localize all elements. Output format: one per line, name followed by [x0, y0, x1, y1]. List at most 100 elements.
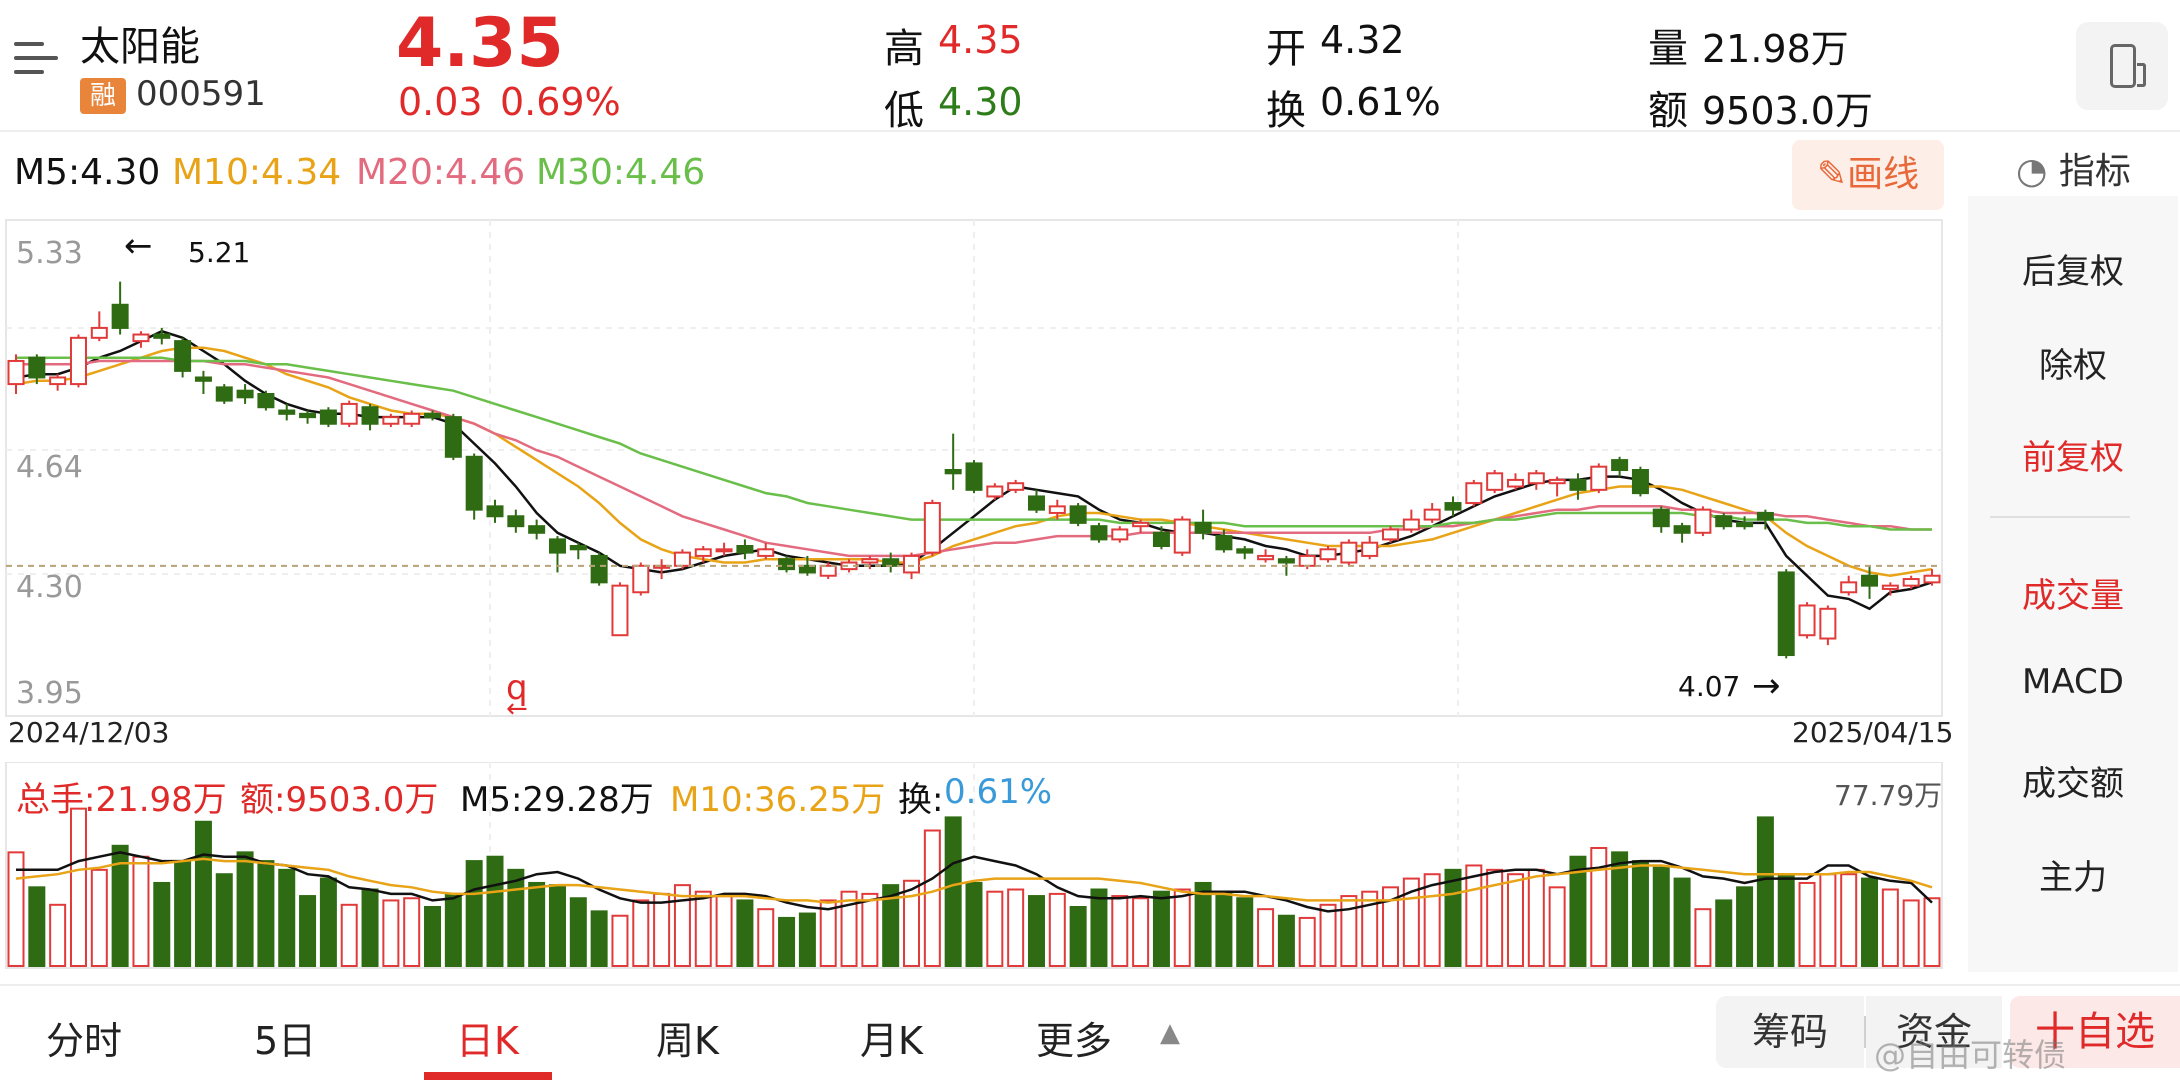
dividend-marker-icon[interactable]: q ← — [506, 668, 528, 724]
side-item-macd[interactable]: MACD — [2022, 662, 2124, 702]
tab-5day[interactable]: 5日 — [254, 1019, 317, 1063]
candle-body — [507, 515, 525, 528]
candle — [486, 499, 504, 523]
volume-bar — [986, 890, 1004, 967]
add-watchlist-button[interactable]: 十自选 — [2010, 996, 2180, 1068]
candle-body — [111, 303, 129, 329]
candle-body — [1923, 574, 1941, 584]
candle-body — [1527, 472, 1545, 485]
start-date: 2024/12/03 — [8, 716, 170, 749]
candle — [590, 552, 608, 586]
open-value: 4.32 — [1320, 18, 1405, 62]
candle-body — [299, 412, 317, 419]
tab-monthly-k[interactable]: 月K — [860, 1019, 923, 1063]
volume-chart[interactable] — [0, 762, 1946, 970]
candle-body — [1652, 508, 1670, 528]
candlestick-chart[interactable] — [0, 218, 1946, 718]
volume-ma5: M5:29.28万 — [460, 780, 654, 820]
tab-intraday[interactable]: 分时 — [46, 1019, 123, 1063]
candle-body — [1902, 578, 1920, 587]
candle — [861, 555, 879, 570]
tab-daily-k[interactable]: 日K — [456, 1019, 519, 1063]
side-item-post-adjust[interactable]: 后复权 — [2022, 252, 2124, 292]
volume-ma10: M10:36.25万 — [670, 780, 886, 820]
candle-body — [1798, 604, 1816, 637]
volume-bar — [1444, 868, 1462, 967]
watermark-text: @自由可转债 — [1874, 1036, 2067, 1074]
candle — [986, 483, 1004, 500]
candle-body — [1548, 478, 1566, 485]
candle-body — [1819, 607, 1837, 640]
candle-body — [965, 462, 983, 491]
candle — [1631, 466, 1649, 497]
volume-bar — [1881, 888, 1899, 967]
tab-weekly-k[interactable]: 周K — [656, 1019, 719, 1063]
candle — [548, 536, 566, 573]
candle — [1840, 575, 1858, 596]
candle-body — [1777, 571, 1795, 657]
candle-body — [465, 455, 483, 511]
candle — [1819, 605, 1837, 646]
candle-body — [1132, 521, 1150, 528]
candle-body — [132, 333, 150, 343]
volume-value: 21.98万 — [1702, 27, 1849, 71]
candle — [1902, 575, 1920, 589]
tab-more[interactable]: 更多 — [1036, 1019, 1113, 1063]
menu-icon[interactable] — [14, 42, 58, 82]
current-price: 4.35 — [396, 4, 564, 83]
volume-bar — [1027, 895, 1045, 967]
candle — [299, 410, 317, 424]
volume-bar — [215, 873, 233, 967]
indicator-header[interactable]: ◔ 指标 — [2016, 142, 2131, 194]
candle — [923, 499, 941, 556]
candle-body — [1881, 584, 1899, 590]
candle — [153, 327, 171, 345]
end-date: 2025/04/15 — [1792, 716, 1954, 749]
candle — [1402, 509, 1420, 533]
candle — [1527, 470, 1545, 490]
funds-button[interactable]: 资金 — [1866, 996, 2002, 1068]
ma30-label: M30:4.46 — [536, 152, 706, 193]
side-item-main-force[interactable]: 主力 — [2039, 858, 2107, 898]
side-item-amount[interactable]: 成交额 — [2022, 764, 2124, 804]
candle — [444, 413, 462, 461]
side-item-ex-rights[interactable]: 除权 — [2039, 346, 2107, 386]
volume-bar — [736, 899, 754, 967]
volume-bar — [903, 879, 921, 967]
candle — [819, 562, 837, 580]
volume-bar — [1694, 908, 1712, 967]
caret-up-icon[interactable]: ▲ — [1160, 1018, 1180, 1048]
side-item-pre-adjust[interactable]: 前复权 — [2022, 438, 2124, 478]
volume-bar — [819, 899, 837, 967]
chips-button[interactable]: 筹码 — [1716, 996, 1864, 1068]
volume-bar — [1923, 897, 1941, 968]
candle — [1736, 516, 1754, 530]
high-arrow-icon: ← — [124, 226, 153, 266]
candle-body — [1173, 518, 1191, 554]
candle — [174, 337, 192, 378]
high-value: 4.35 — [938, 18, 1023, 62]
volume-ma-line-m10 — [15, 857, 1933, 904]
candle — [1236, 546, 1254, 560]
candle-body — [90, 326, 108, 339]
candle — [1444, 496, 1462, 517]
volume-bar — [1736, 886, 1754, 967]
price-change-pct: 0.69% — [500, 80, 621, 124]
candle — [903, 552, 921, 580]
volume-bar — [1486, 868, 1504, 967]
candle-body — [1673, 525, 1691, 534]
side-item-volume[interactable]: 成交量 — [2022, 576, 2124, 616]
candle — [1090, 522, 1108, 543]
volume-bar — [1756, 816, 1774, 968]
candle — [424, 410, 442, 421]
candle — [694, 546, 712, 563]
volume-bar — [1215, 890, 1233, 967]
gauge-icon: ◔ — [2016, 151, 2048, 192]
candle — [1506, 473, 1524, 490]
volume-bar — [507, 868, 525, 967]
landscape-toggle-button[interactable] — [2076, 22, 2168, 110]
candle — [319, 407, 337, 428]
draw-line-button[interactable]: ✎画线 — [1792, 140, 1944, 210]
volume-bar — [153, 881, 171, 967]
candle-body — [174, 340, 192, 372]
